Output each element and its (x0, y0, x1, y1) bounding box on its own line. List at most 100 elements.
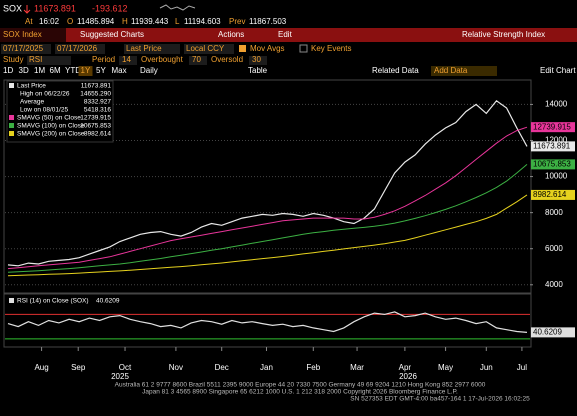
checkbox[interactable] (239, 45, 246, 52)
menu-bar (0, 28, 577, 42)
action[interactable]: Related Data (372, 66, 419, 75)
menu-item[interactable]: Actions (218, 30, 244, 39)
last-price: 11673.891 (34, 3, 76, 13)
last-value-label: 12739.915 (533, 122, 571, 131)
x-tick-label: Jun (480, 363, 493, 372)
range-button[interactable]: 1Y (81, 66, 91, 75)
low: 11194.603 (184, 17, 221, 26)
input[interactable] (189, 56, 207, 65)
y-tick-label: 6000 (545, 244, 563, 253)
range-button[interactable]: 1D (3, 66, 13, 75)
x-tick-label: Aug (34, 363, 48, 372)
legend-label: SMAVG (50) on Close (17, 115, 81, 122)
range-button[interactable]: YTD (65, 66, 81, 75)
x-tick-label: May (438, 363, 453, 372)
high-label: H (122, 17, 128, 26)
oversold[interactable]: 30 (252, 55, 261, 64)
input[interactable] (249, 56, 267, 65)
last-value-label: 11673.891 (533, 141, 571, 150)
selected-range (78, 66, 93, 76)
legend-value: 14655.290 (80, 91, 111, 98)
legend-value: 11673.891 (81, 83, 112, 90)
y-tick-label: 12000 (545, 136, 568, 145)
frequency[interactable]: Daily (140, 66, 158, 75)
legend-label: High on 06/22/26 (20, 91, 70, 98)
start-date[interactable]: 07/17/2025 (3, 44, 44, 53)
option[interactable]: Key Events (311, 44, 351, 53)
legend-label: Low on 08/01/25 (20, 107, 68, 114)
oversold-label: Oversold (211, 55, 243, 64)
input[interactable] (27, 56, 71, 65)
range-buttons: 1D 3D 1M 6M YTD 1Y 5Y Max (3, 66, 127, 76)
last-value-label: 8982.614 (533, 190, 567, 199)
open: 11485.894 (77, 17, 115, 26)
study-title: Relative Strength Index (462, 30, 545, 39)
y-tick-label: 4000 (545, 280, 563, 289)
input[interactable] (431, 66, 497, 76)
action[interactable]: Add Data (434, 66, 468, 75)
checkbox[interactable] (299, 44, 308, 53)
input[interactable] (124, 44, 180, 54)
time: 16:02 (39, 17, 60, 26)
last-value-box (531, 159, 575, 170)
sparkline (159, 4, 196, 11)
security-box[interactable] (0, 28, 66, 42)
legend-swatch (9, 123, 14, 128)
input[interactable] (184, 44, 234, 54)
footer: Japan 81 3 4565 8900 Singapore 65 6212 1… (142, 389, 458, 396)
legend-swatch (9, 298, 14, 303)
overbought[interactable]: 70 (192, 55, 201, 64)
year-label: 2026 (399, 372, 417, 381)
menu-item[interactable]: Suggested Charts (80, 30, 144, 39)
menu-item[interactable]: Edit (278, 30, 293, 39)
legend-value: 10675.853 (80, 123, 111, 130)
period-label: Period (92, 55, 115, 64)
input[interactable] (119, 56, 137, 65)
price-line (7, 99, 528, 267)
footer: Australia 61 2 9777 8600 Brazil 5511 239… (115, 382, 486, 389)
last-value-label: 40.6209 (533, 327, 562, 336)
footer: SN 527353 EDT GMT-4:00 ba457-164 1 17-Ju… (350, 396, 530, 403)
field[interactable]: Last Price (126, 44, 162, 53)
y-tick-label: 10000 (545, 172, 568, 181)
last-value-label: 10675.853 (533, 159, 571, 168)
legend-label: SMAVG (100) on Close (17, 123, 85, 130)
period[interactable]: 14 (122, 55, 131, 64)
high: 11939.443 (131, 17, 169, 26)
range-button[interactable]: 1M (34, 66, 45, 75)
price-panel (3, 79, 532, 294)
x-tick-label: Dec (215, 363, 229, 372)
prev-label: Prev (229, 17, 245, 26)
range-button[interactable]: 3D (19, 66, 29, 75)
end-date[interactable]: 07/17/2026 (57, 44, 98, 53)
input[interactable] (55, 44, 105, 54)
legend-label: Last Price (17, 83, 46, 90)
low-label: L (175, 17, 180, 26)
x-tick-label: Jan (260, 363, 273, 372)
y-tick-label: 8000 (545, 208, 563, 217)
security[interactable]: SOX Index (3, 30, 42, 39)
legend-value: 8982.614 (84, 131, 111, 138)
currency[interactable]: Local CCY (186, 44, 225, 53)
x-tick-label: Mar (350, 363, 364, 372)
legend-swatch (9, 131, 14, 136)
range-button[interactable]: 5Y (96, 66, 106, 75)
study-name[interactable]: RSI (29, 55, 42, 64)
input[interactable] (1, 44, 51, 54)
moving-average (7, 164, 528, 273)
x-tick-label: Feb (306, 363, 320, 372)
legend-value: 5418.316 (84, 107, 111, 114)
range-button[interactable]: Max (112, 66, 127, 75)
range-button[interactable]: 6M (50, 66, 61, 75)
action[interactable]: Edit Chart (540, 66, 576, 75)
open-label: O (67, 17, 73, 26)
legend-value: 8332.927 (84, 99, 111, 106)
x-tick-label: Oct (119, 363, 132, 372)
action[interactable]: Table (248, 66, 268, 75)
legend-label: RSI (14) on Close (SOX) (17, 298, 89, 305)
x-tick-label: Sep (71, 363, 86, 372)
y-tick-label: 14000 (545, 100, 568, 109)
option[interactable]: Mov Avgs (250, 44, 285, 53)
moving-average (7, 126, 528, 270)
